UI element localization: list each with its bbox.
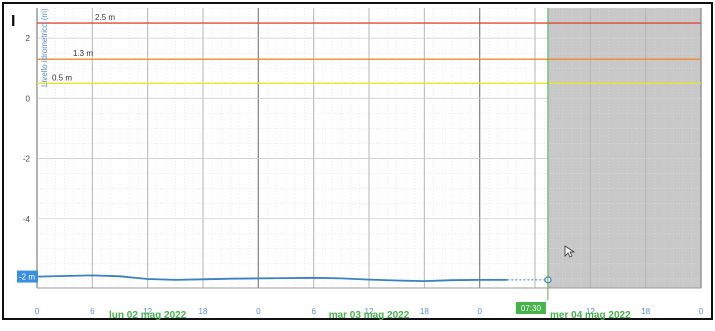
x-tick-label: 18 (199, 307, 208, 316)
x-tick-label: 6 (311, 307, 316, 316)
date-label: mar 03 mag 2022 (329, 310, 410, 321)
x-tick-label: 12 (586, 307, 595, 316)
x-tick-label: 0 (35, 307, 40, 316)
y-tick-label: 0 (26, 94, 31, 103)
axes: 20-2-40612180612180612180lun 02 mag 2022… (23, 8, 704, 321)
threshold-label: 1.3 m (73, 49, 93, 58)
partial-title: I (11, 13, 15, 30)
y-tick-label: -4 (23, 215, 31, 224)
series-line (36, 274, 508, 283)
x-tick-label: 0 (477, 307, 482, 316)
threshold-lines: 2.5 m 1.3 m 0.5 m (37, 13, 701, 84)
current-time-badge (515, 302, 546, 314)
x-tick-label: 0 (256, 307, 261, 316)
forecast-region (547, 8, 701, 288)
x-tick-label: 12 (365, 307, 374, 316)
grid (36, 7, 702, 288)
current-value-badge (17, 270, 38, 283)
y-axis-label: Livello idrometrico (m) (40, 8, 49, 87)
threshold-label: 0.5 m (52, 73, 72, 82)
forecast-shade (547, 8, 701, 288)
x-tick-label: 18 (420, 307, 429, 316)
threshold-label: 2.5 m (95, 13, 115, 22)
x-tick-label: 0 (699, 307, 704, 316)
x-tick-label: 12 (143, 307, 152, 316)
y-tick-label: 2 (26, 34, 31, 43)
date-label: mer 04 mag 2022 (550, 310, 631, 321)
y-tick-label: -2 (23, 155, 31, 164)
series-lines: -2 m (17, 270, 552, 284)
date-label: lun 02 mag 2022 (109, 310, 187, 321)
mouse-cursor-icon (564, 245, 576, 258)
x-tick-label: 18 (641, 307, 650, 316)
current-time-label: 07:30 (521, 304, 542, 313)
current-value-label: -2 m (19, 273, 35, 282)
x-tick-label: 6 (90, 307, 95, 316)
